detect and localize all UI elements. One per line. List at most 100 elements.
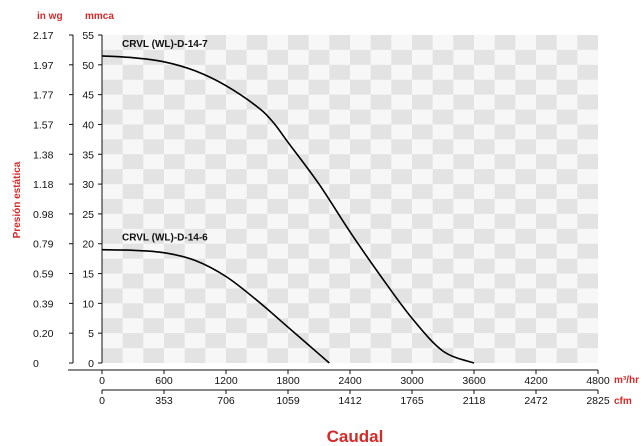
grid-cell <box>391 169 412 185</box>
grid-cell <box>184 109 206 125</box>
grid-cell <box>577 333 598 349</box>
grid-cell <box>350 109 371 125</box>
labels: 0050.20100.39150.59200.79250.98301.18351… <box>33 30 610 407</box>
y-secondary-tick-label: 1.77 <box>33 90 54 102</box>
grid-cell <box>474 139 495 155</box>
y-secondary-tick-label: 1.97 <box>33 60 54 72</box>
grid-cell <box>143 49 164 65</box>
x-secondary-tick-label: 0 <box>99 395 105 407</box>
series-group <box>101 55 475 364</box>
grid-cell <box>267 318 288 334</box>
grid-cell <box>494 303 516 319</box>
x-tick-label: 2400 <box>338 375 362 387</box>
x-tick-label: 4200 <box>524 375 548 387</box>
grid-cell <box>536 35 557 50</box>
grid-cell <box>432 109 454 125</box>
grid-cell <box>391 288 412 304</box>
y-secondary-tick-label: 0.20 <box>33 328 54 340</box>
grid-cell <box>205 243 226 259</box>
grid-cell <box>308 318 330 334</box>
grid-cell <box>453 184 474 199</box>
grid-cell <box>432 288 454 304</box>
x-tick-label: 3000 <box>400 375 424 387</box>
x-secondary-tick-label: 706 <box>217 395 235 407</box>
grid-cell <box>556 109 578 125</box>
x-tick-label: 1800 <box>276 375 300 387</box>
grid-cell <box>494 213 516 229</box>
grid-cell <box>246 184 268 199</box>
grid-cell <box>556 318 578 334</box>
grid-cell <box>474 169 495 185</box>
grid-cell <box>453 303 474 319</box>
series-label-2: CRVL (WL)-D-14-6 <box>122 233 208 244</box>
grid-cell <box>329 154 350 170</box>
grid-cell <box>102 258 123 274</box>
grid-cell <box>329 333 350 349</box>
grid-cell <box>453 124 474 140</box>
grid-cell <box>184 139 206 155</box>
grid-cell <box>122 184 144 199</box>
grid-cell <box>432 348 454 363</box>
grid-cell <box>205 124 226 140</box>
grid-cell <box>164 333 185 349</box>
grid-cell <box>308 139 330 155</box>
grid-cell <box>122 124 144 140</box>
y-primary-unit: mmca <box>85 11 114 22</box>
grid-cell <box>102 49 123 65</box>
y-tick-label: 55 <box>82 30 94 42</box>
grid-cell <box>412 154 433 170</box>
y-tick-label: 45 <box>82 90 94 102</box>
grid-cell <box>412 64 433 80</box>
grid-cell <box>164 184 185 199</box>
grid-cell <box>164 273 185 289</box>
grid-cell <box>412 303 433 319</box>
grid-cell <box>143 169 164 185</box>
grid-cell <box>226 199 247 214</box>
x-secondary-tick-label: 1059 <box>276 395 300 407</box>
grid-cell <box>288 154 309 170</box>
y-tick-label: 30 <box>82 179 94 191</box>
grid-cell <box>577 303 598 319</box>
x-tick-label: 4800 <box>586 375 610 387</box>
grid-cell <box>515 288 536 304</box>
grid-cell <box>412 273 433 289</box>
grid-cell <box>122 303 144 319</box>
grid-cell <box>267 288 288 304</box>
grid-cell <box>391 139 412 155</box>
grid-cell <box>143 79 164 95</box>
grid-cell <box>536 213 557 229</box>
grid-cell <box>536 124 557 140</box>
grid-cell <box>308 288 330 304</box>
grid-cell <box>474 49 495 65</box>
grid-cell <box>370 154 392 170</box>
grid-cell <box>453 213 474 229</box>
grid-cell <box>370 303 392 319</box>
grid-cell <box>164 303 185 319</box>
grid-cell <box>536 184 557 199</box>
grid-cell <box>370 184 392 199</box>
x-tick-label: 1200 <box>214 375 238 387</box>
grid-cell <box>494 64 516 80</box>
grid-cell <box>391 49 412 65</box>
grid-cell <box>122 154 144 170</box>
grid-cell <box>329 94 350 110</box>
grid-cell <box>432 169 454 185</box>
grid-cell <box>164 64 185 80</box>
grid-cell <box>226 228 247 244</box>
y-tick-label: 15 <box>82 269 94 281</box>
x-tick-label: 3600 <box>462 375 486 387</box>
grid-cell <box>474 258 495 274</box>
grid-cell <box>370 35 392 50</box>
grid-cell <box>556 79 578 95</box>
grid-cell <box>267 139 288 155</box>
grid-cell <box>453 333 474 349</box>
grid-cell <box>350 49 371 65</box>
grid-cell <box>246 213 268 229</box>
grid-cell <box>205 94 226 110</box>
grid-cell <box>577 243 598 259</box>
grid-cell <box>288 273 309 289</box>
grid-cell <box>474 318 495 334</box>
grid-cell <box>494 35 516 50</box>
grid-cell <box>288 64 309 80</box>
grid-cell <box>164 213 185 229</box>
